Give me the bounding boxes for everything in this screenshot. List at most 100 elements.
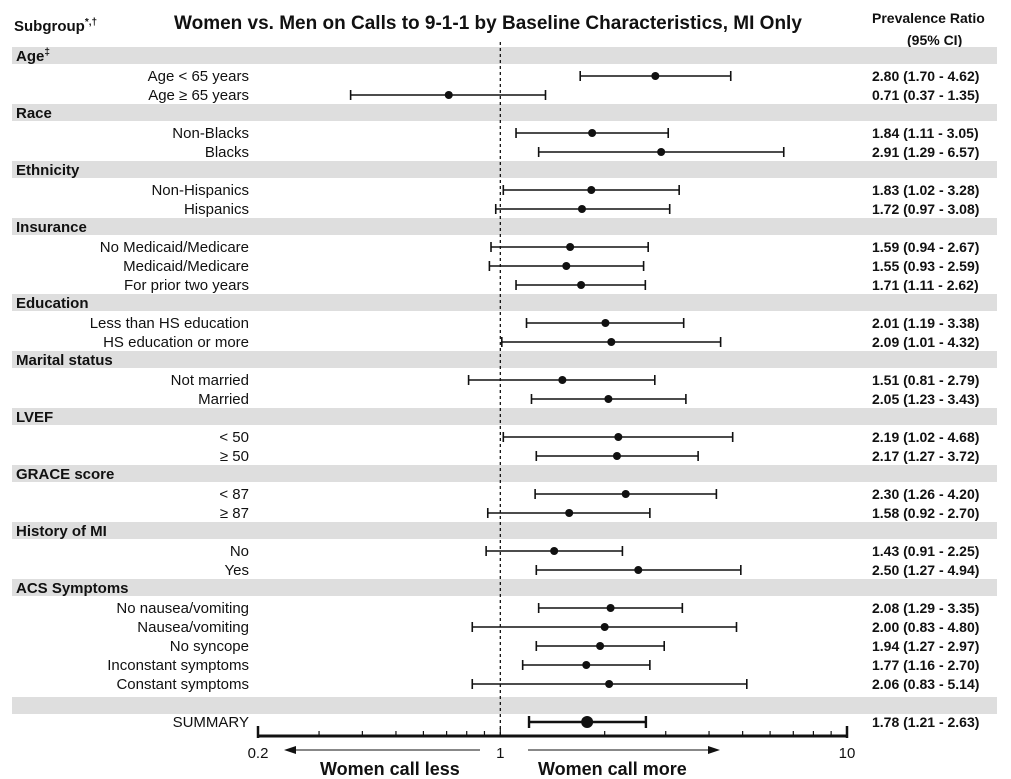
group-band	[12, 351, 997, 368]
point-estimate	[614, 433, 623, 441]
row-label: For prior two years	[124, 277, 249, 294]
group-band	[12, 522, 997, 539]
arrow-left-head	[284, 746, 296, 754]
chart-title: Women vs. Men on Calls to 9-1-1 by Basel…	[174, 13, 802, 34]
group-label-9: ACS Symptoms	[16, 580, 129, 597]
ratio-value: 1.94 (1.27 - 2.97)	[872, 638, 979, 654]
tick-label: 0.2	[248, 745, 269, 762]
point-estimate	[606, 604, 615, 612]
group-label-8: History of MI	[16, 523, 107, 540]
ratio-header-line1: Prevalence Ratio	[872, 10, 985, 26]
point-estimate	[612, 452, 621, 460]
row-label: HS education or more	[103, 334, 249, 351]
point-estimate	[621, 490, 630, 498]
ratio-value: 1.51 (0.81 - 2.79)	[872, 372, 979, 388]
row-label: Non-Blacks	[172, 125, 249, 142]
ratio-value: 1.84 (1.11 - 3.05)	[872, 125, 979, 141]
row-label: Nausea/vomiting	[137, 619, 249, 636]
group-label-6: LVEF	[16, 409, 53, 426]
ratio-header-line2: (95% CI)	[907, 32, 963, 48]
ratio-value: 2.06 (0.83 - 5.14)	[872, 676, 979, 692]
row-label: No Medicaid/Medicare	[100, 239, 249, 256]
point-estimate	[558, 376, 567, 384]
ratio-value: 1.58 (0.92 - 2.70)	[872, 505, 979, 521]
row-label: Inconstant symptoms	[107, 657, 249, 674]
arrow-right-head	[708, 746, 720, 754]
point-estimate	[566, 243, 575, 251]
ratio-value: 2.91 (1.29 - 6.57)	[872, 144, 979, 160]
ratio-value: 1.83 (1.02 - 3.28)	[872, 182, 979, 198]
point-estimate	[607, 338, 616, 346]
point-estimate	[444, 91, 453, 99]
direction-label-right: Women call more	[538, 759, 687, 779]
ratio-value: 2.80 (1.70 - 4.62)	[872, 68, 979, 84]
summary-point-estimate	[581, 716, 594, 728]
row-label: No nausea/vomiting	[116, 600, 249, 617]
row-label: Married	[198, 391, 249, 408]
point-estimate	[577, 205, 586, 213]
point-estimate	[605, 680, 614, 688]
ratio-value: 2.17 (1.27 - 3.72)	[872, 448, 979, 464]
point-estimate	[582, 661, 591, 669]
ratio-value: 2.08 (1.29 - 3.35)	[872, 600, 979, 616]
point-estimate	[604, 395, 613, 403]
row-label: Age < 65 years	[148, 68, 249, 85]
subgroup-header-marks: *,†	[84, 17, 98, 28]
group-band	[12, 218, 997, 235]
row-label: Age ≥ 65 years	[148, 87, 249, 104]
ratio-value: 1.71 (1.11 - 2.62)	[872, 277, 979, 293]
group-label-2: Ethnicity	[16, 162, 80, 179]
point-estimate	[577, 281, 586, 289]
point-estimate	[587, 186, 596, 194]
row-label: No syncope	[170, 638, 249, 655]
group-band	[12, 294, 997, 311]
row-label: < 87	[219, 486, 249, 503]
row-label: Yes	[225, 562, 249, 579]
ratio-value: 2.01 (1.19 - 3.38)	[872, 315, 979, 331]
group-label-1: Race	[16, 105, 52, 122]
row-label: ≥ 87	[220, 505, 249, 522]
group-band	[12, 465, 997, 482]
row-label: Blacks	[205, 144, 249, 161]
group-band	[12, 408, 997, 425]
ratio-value: 1.77 (1.16 - 2.70)	[872, 657, 979, 673]
group-label-4: Education	[16, 295, 89, 312]
row-label: Non-Hispanics	[151, 182, 249, 199]
direction-label-left: Women call less	[320, 759, 460, 779]
row-label: ≥ 50	[220, 448, 249, 465]
group-band	[12, 47, 997, 64]
summary-label: SUMMARY	[173, 714, 249, 731]
group-label-3: Insurance	[16, 219, 87, 236]
ratio-value: 2.09 (1.01 - 4.32)	[872, 334, 979, 350]
ratio-value: 2.05 (1.23 - 3.43)	[872, 391, 979, 407]
group-band	[12, 161, 997, 178]
ratio-value: 2.19 (1.02 - 4.68)	[872, 429, 979, 445]
ratio-value: 1.59 (0.94 - 2.67)	[872, 239, 979, 255]
group-label-5: Marital status	[16, 352, 113, 369]
point-estimate	[550, 547, 559, 555]
summary-separator-band	[12, 697, 997, 714]
point-estimate	[601, 319, 610, 327]
row-label: < 50	[219, 429, 249, 446]
ratio-value: 1.43 (0.91 - 2.25)	[872, 543, 979, 559]
tick-label: 1	[496, 745, 504, 762]
row-label: Less than HS education	[90, 315, 249, 332]
ratio-value: 1.55 (0.93 - 2.59)	[872, 258, 979, 274]
point-estimate	[588, 129, 597, 137]
group-label-7: GRACE score	[16, 466, 114, 483]
ratio-value: 1.72 (0.97 - 3.08)	[872, 201, 979, 217]
point-estimate	[565, 509, 574, 517]
point-estimate	[600, 623, 609, 631]
point-estimate	[651, 72, 660, 80]
point-estimate	[596, 642, 605, 650]
ratio-value: 2.00 (0.83 - 4.80)	[872, 619, 979, 635]
row-label: Constant symptoms	[116, 676, 249, 693]
row-label: Medicaid/Medicare	[123, 258, 249, 275]
group-label-0: Age‡	[16, 47, 50, 65]
point-estimate	[562, 262, 571, 270]
summary-ratio-value: 1.78 (1.21 - 2.63)	[872, 714, 979, 730]
row-label: Hispanics	[184, 201, 249, 218]
ratio-value: 2.50 (1.27 - 4.94)	[872, 562, 979, 578]
group-band	[12, 104, 997, 121]
